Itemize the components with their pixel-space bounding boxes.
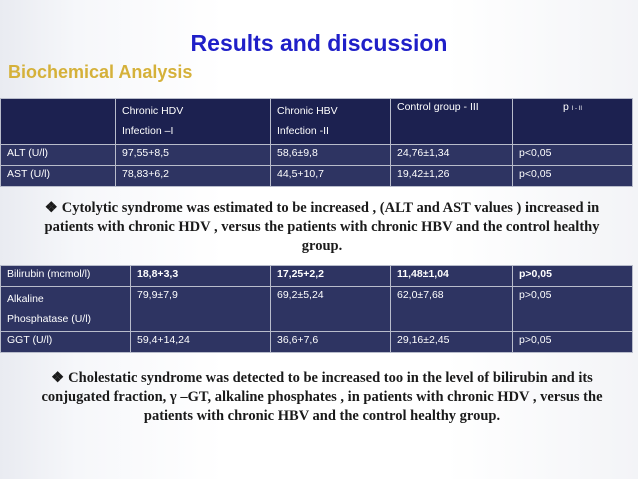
header-hbv-line1: Chronic HBV [277,105,338,117]
cell-hbv: 44,5+10,7 [270,165,391,187]
header-empty-cell [0,98,116,145]
row-label: Alkaline Phosphatase (U/l) [0,286,131,332]
row-label: GGT (U/l) [0,331,131,353]
cell-hbv: 17,25+2,2 [270,265,391,287]
table-row: Bilirubin (mcmol/l) 18,8+3,3 17,25+2,2 1… [0,265,633,287]
cholestatic-note-text: Cholestatic syndrome was detected to be … [41,370,603,424]
cell-control: 62,0±7,68 [390,286,513,332]
slide-subtitle: Biochemical Analysis [8,62,193,82]
row-label: ALT (U/l) [0,144,116,166]
diamond-bullet-icon: ❖ [44,200,58,216]
cell-p: p<0,05 [512,165,633,187]
header-chronic-hdv: Chronic HDV Infection –I [115,98,271,145]
header-hdv-line1: Chronic HDV [122,105,184,117]
cell-hdv: 78,83+6,2 [115,165,271,187]
cell-hdv: 79,9±7,9 [130,286,271,332]
table-row: Alkaline Phosphatase (U/l) 79,9±7,9 69,2… [0,286,633,332]
cell-control: 11,48±1,04 [390,265,513,287]
cell-hbv: 36,6+7,6 [270,331,391,353]
table-transaminases: Chronic HDV Infection –I Chronic HBV Inf… [0,98,633,187]
cell-p: p>0,05 [512,265,633,287]
table-header-row: Chronic HDV Infection –I Chronic HBV Inf… [0,98,633,145]
table-row: ALT (U/l) 97,55+8,5 58,6±9,8 24,76±1,34 … [0,144,633,166]
table-row: GGT (U/l) 59,4+14,24 36,6+7,6 29,16±2,45… [0,331,633,353]
cholestatic-note: ❖ Cholestatic syndrome was detected to be… [24,369,620,426]
cell-hbv: 58,6±9,8 [270,144,391,166]
cell-hbv: 69,2±5,24 [270,286,391,332]
cell-p: p>0,05 [512,286,633,332]
cytolytic-note: ❖ Cytolytic syndrome was estimated to be … [24,199,620,256]
cytolytic-note-text: Cytolytic syndrome was estimated to be i… [44,200,600,254]
table-cholestatic: Bilirubin (mcmol/l) 18,8+3,3 17,25+2,2 1… [0,265,633,353]
header-hbv-line2: Infection -II [277,125,329,137]
cell-hdv: 97,55+8,5 [115,144,271,166]
header-p-subscript: I - II [571,106,583,112]
header-p-label: p [562,101,569,113]
cell-control: 29,16±2,45 [390,331,513,353]
cell-hdv: 18,8+3,3 [130,265,271,287]
row-label-line2: Phosphatase (U/l) [7,313,92,325]
header-control-group: Control group - III [390,98,513,145]
header-chronic-hbv: Chronic HBV Infection -II [270,98,391,145]
row-label: AST (U/l) [0,165,116,187]
cell-p: p<0,05 [512,144,633,166]
cell-p: p>0,05 [512,331,633,353]
row-label-line1: Alkaline [7,293,44,305]
row-label: Bilirubin (mcmol/l) [0,265,131,287]
table-row: AST (U/l) 78,83+6,2 44,5+10,7 19,42±1,26… [0,165,633,187]
cell-control: 24,76±1,34 [390,144,513,166]
header-p-value: p I - II [512,98,633,145]
diamond-bullet-icon: ❖ [51,370,65,386]
cell-hdv: 59,4+14,24 [130,331,271,353]
header-hdv-line2: Infection –I [122,125,174,137]
slide-title: Results and discussion [190,30,448,56]
cell-control: 19,42±1,26 [390,165,513,187]
